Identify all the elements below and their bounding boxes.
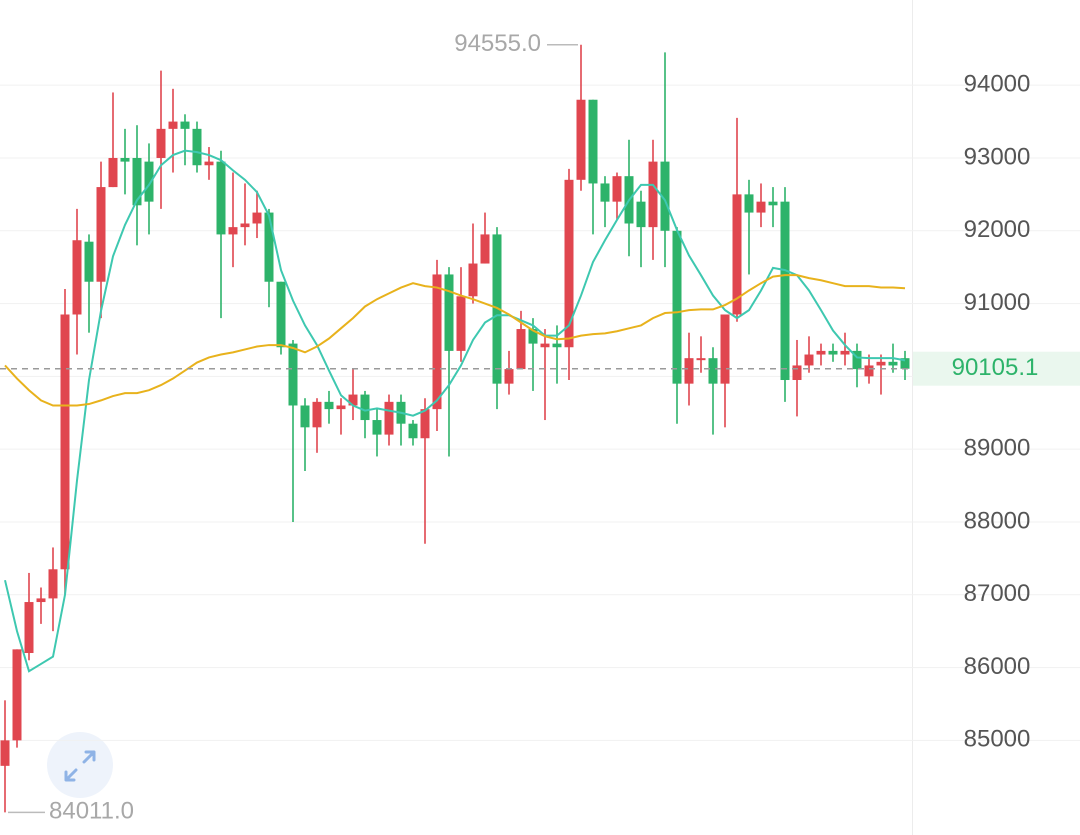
candle-body bbox=[408, 423, 418, 439]
expand-icon[interactable] bbox=[64, 750, 96, 782]
candle-body bbox=[384, 401, 394, 435]
y-tick-label: 93000 bbox=[964, 143, 1031, 170]
candle-body bbox=[240, 223, 250, 228]
last-price-label: 90105.1 bbox=[952, 354, 1039, 381]
candle-body bbox=[612, 176, 622, 202]
candles bbox=[0, 44, 910, 813]
expand-button[interactable] bbox=[47, 732, 113, 798]
candle-body bbox=[348, 394, 358, 406]
candle-body bbox=[792, 365, 802, 381]
candle-body bbox=[336, 405, 346, 410]
candle-body bbox=[732, 194, 742, 315]
candle-body bbox=[504, 369, 514, 384]
candle-body bbox=[816, 350, 826, 355]
candle-body bbox=[288, 343, 298, 406]
ma-line bbox=[4, 149, 906, 673]
candle-body bbox=[144, 161, 154, 202]
candle-body bbox=[780, 201, 790, 381]
candle-body bbox=[168, 121, 178, 129]
candle-body bbox=[72, 240, 82, 315]
candle-body bbox=[888, 361, 898, 366]
candle-body bbox=[900, 358, 910, 369]
candle-body bbox=[828, 350, 838, 355]
candle-body bbox=[204, 161, 214, 166]
candle-body bbox=[228, 227, 238, 235]
candle-body bbox=[84, 241, 94, 282]
candle-body bbox=[576, 99, 586, 180]
candle-body bbox=[108, 157, 118, 188]
candle-body bbox=[696, 358, 706, 361]
candle-body bbox=[600, 183, 610, 202]
y-tick-label: 92000 bbox=[964, 216, 1031, 243]
candle-body bbox=[468, 263, 478, 297]
candle-body bbox=[60, 314, 70, 570]
y-tick-label: 89000 bbox=[964, 435, 1031, 462]
candle-body bbox=[528, 329, 538, 344]
candle-body bbox=[0, 740, 10, 766]
candle-body bbox=[264, 212, 274, 282]
candle-body bbox=[564, 179, 574, 348]
high-annotation: 94555.0 bbox=[454, 30, 541, 57]
ma-line bbox=[4, 274, 906, 407]
candle-body bbox=[444, 274, 454, 351]
candle-body bbox=[12, 649, 22, 741]
grid bbox=[0, 84, 1080, 741]
candle-body bbox=[312, 401, 322, 428]
candle-body bbox=[480, 234, 490, 264]
candle-body bbox=[768, 201, 778, 206]
candle-body bbox=[804, 354, 814, 366]
y-tick-label: 86000 bbox=[964, 653, 1031, 680]
candle-body bbox=[720, 314, 730, 384]
expand-button-bg[interactable] bbox=[47, 732, 113, 798]
candle-body bbox=[252, 212, 262, 224]
last-price-box bbox=[913, 351, 1080, 386]
candle-body bbox=[360, 394, 370, 421]
candle-body bbox=[276, 281, 286, 348]
candle-body bbox=[852, 350, 862, 370]
y-tick-label: 87000 bbox=[964, 580, 1031, 607]
y-tick-label: 91000 bbox=[964, 289, 1031, 316]
candle-body bbox=[24, 602, 34, 654]
low-annotation: 84011.0 bbox=[49, 798, 134, 825]
candle-body bbox=[36, 598, 46, 603]
candle-body bbox=[192, 128, 202, 166]
candle-body bbox=[552, 343, 562, 348]
candle-body bbox=[456, 296, 466, 351]
candle-body bbox=[120, 157, 130, 162]
candle-body bbox=[864, 365, 874, 377]
candle-body bbox=[216, 161, 226, 235]
candle-body bbox=[744, 194, 754, 213]
y-tick-label: 85000 bbox=[964, 726, 1031, 753]
candle-body bbox=[636, 201, 646, 228]
candle-body bbox=[648, 161, 658, 228]
candle-body bbox=[180, 121, 190, 129]
candle-body bbox=[840, 350, 850, 355]
candle-body bbox=[432, 274, 442, 410]
candle-body bbox=[588, 99, 598, 184]
candle-body bbox=[48, 569, 58, 599]
candle-body bbox=[540, 343, 550, 348]
candle-body bbox=[660, 161, 670, 231]
candle-body bbox=[156, 128, 166, 158]
candle-body bbox=[420, 409, 430, 439]
candle-body bbox=[516, 329, 526, 370]
candle-body bbox=[96, 187, 106, 282]
candle-body bbox=[372, 420, 382, 435]
y-tick-label: 88000 bbox=[964, 507, 1031, 534]
candle-body bbox=[756, 201, 766, 213]
candle-body bbox=[324, 401, 334, 410]
candle-body bbox=[132, 157, 142, 206]
candle-body bbox=[672, 230, 682, 384]
candle-body bbox=[684, 358, 694, 384]
candle-body bbox=[876, 361, 886, 366]
candle-body bbox=[300, 405, 310, 428]
y-tick-label: 94000 bbox=[964, 71, 1031, 98]
candle-body bbox=[708, 358, 718, 384]
